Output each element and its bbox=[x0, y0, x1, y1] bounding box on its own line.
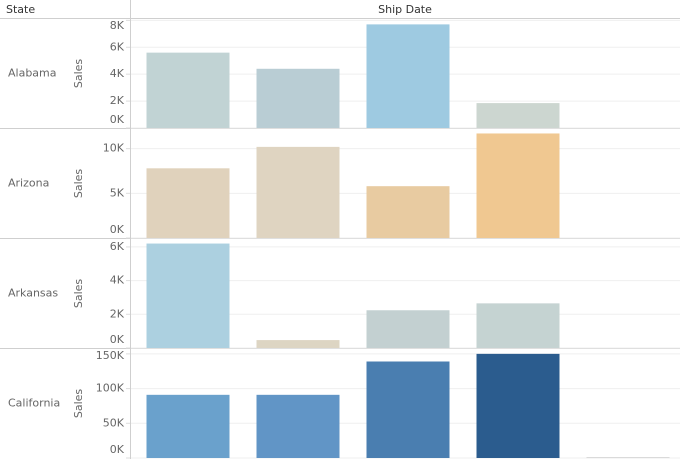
y-tick-label: 4K bbox=[110, 67, 125, 80]
y-tick-label: 10K bbox=[103, 142, 125, 155]
y-axis-title: Sales bbox=[72, 59, 85, 89]
column-header: Ship Date bbox=[378, 3, 432, 16]
y-tick-label: 5K bbox=[110, 186, 125, 199]
bar bbox=[476, 303, 560, 348]
y-axis-title: Sales bbox=[72, 389, 85, 419]
y-tick-label: 0K bbox=[110, 443, 125, 456]
y-axis-title: Sales bbox=[72, 279, 85, 309]
bar bbox=[256, 340, 340, 348]
row-header: State bbox=[6, 3, 35, 16]
bar bbox=[146, 168, 230, 238]
bar bbox=[476, 103, 560, 128]
bar bbox=[366, 310, 450, 348]
bar bbox=[586, 457, 670, 459]
bar bbox=[476, 133, 560, 238]
bar bbox=[256, 68, 340, 128]
y-tick-label: 4K bbox=[110, 274, 125, 287]
bar bbox=[146, 243, 230, 348]
y-tick-label: 6K bbox=[110, 240, 125, 253]
state-label: California bbox=[8, 397, 60, 410]
y-axis-title: Sales bbox=[72, 169, 85, 199]
bar bbox=[256, 394, 340, 458]
bar bbox=[476, 353, 560, 458]
y-tick-label: 2K bbox=[110, 94, 125, 107]
y-tick-label: 8K bbox=[110, 19, 125, 32]
y-tick-label: 0K bbox=[110, 223, 125, 236]
y-tick-label: 0K bbox=[110, 113, 125, 126]
y-tick-label: 50K bbox=[103, 416, 125, 429]
bar bbox=[366, 24, 450, 129]
bar bbox=[256, 146, 340, 238]
state-label: Arizona bbox=[8, 177, 49, 190]
y-tick-label: 2K bbox=[110, 307, 125, 320]
state-label: Arkansas bbox=[8, 287, 58, 300]
bar bbox=[146, 52, 230, 128]
bar bbox=[146, 394, 230, 458]
bar bbox=[366, 186, 450, 238]
y-tick-label: 6K bbox=[110, 40, 125, 53]
y-tick-label: 0K bbox=[110, 333, 125, 346]
y-tick-label: 100K bbox=[96, 382, 125, 395]
y-tick-label: 150K bbox=[96, 349, 125, 362]
bar bbox=[366, 361, 450, 458]
state-label: Alabama bbox=[8, 67, 57, 80]
